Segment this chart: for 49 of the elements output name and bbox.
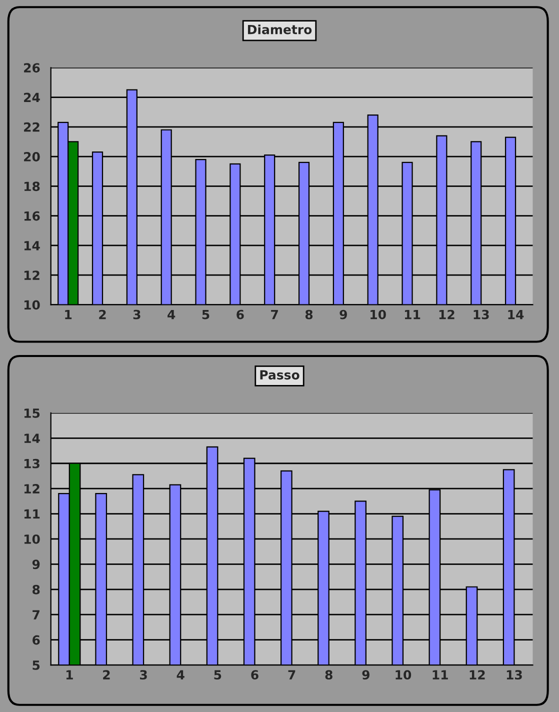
x-tick-label: 14 — [508, 310, 524, 320]
y-tick-label: 14 — [24, 434, 40, 443]
y-tick-label: 22 — [24, 122, 40, 132]
x-tick-label: 3 — [133, 310, 140, 320]
x-tick-label: 1 — [65, 310, 72, 320]
x-tick-label: 1 — [66, 670, 73, 680]
y-tick-label: 10 — [24, 534, 40, 544]
x-tick-label: 11 — [432, 670, 448, 680]
y-tick-label: 7 — [32, 610, 40, 620]
y-tick-label: 15 — [24, 408, 40, 418]
x-tick-label: 6 — [251, 670, 258, 680]
x-tick-label: 2 — [99, 310, 106, 320]
x-tick-label: 4 — [176, 670, 184, 680]
y-tick-label: 9 — [32, 560, 40, 570]
x-tick-label: 9 — [340, 310, 347, 320]
x-tick-label: 5 — [202, 310, 210, 320]
x-tick-label: 10 — [396, 670, 412, 680]
y-tick-label: 18 — [24, 182, 40, 192]
y-tick-label: 10 — [24, 300, 40, 310]
y-tick-label: 14 — [24, 241, 40, 250]
x-tick-label: 11 — [404, 310, 420, 320]
y-tick-label: 6 — [32, 635, 40, 645]
x-tick-label: 3 — [140, 670, 147, 680]
x-tick-label: 5 — [214, 670, 222, 680]
y-tick-label: 20 — [24, 152, 40, 162]
chart-title: Passo — [260, 370, 300, 380]
x-tick-label: 13 — [474, 310, 489, 320]
x-tick-label: 12 — [439, 310, 454, 320]
y-tick-label: 26 — [24, 63, 40, 73]
x-tick-label: 8 — [305, 310, 313, 320]
chart-title: Diametro — [248, 24, 312, 34]
x-tick-label: 7 — [288, 670, 296, 680]
y-tick-label: 8 — [32, 584, 40, 594]
y-tick-label: 13 — [24, 458, 40, 468]
x-tick-label: 10 — [370, 310, 386, 320]
x-tick-label: 2 — [103, 670, 110, 680]
x-tick-label: 8 — [325, 670, 332, 680]
y-tick-label: 12 — [24, 484, 40, 494]
y-tick-label: 11 — [24, 509, 40, 519]
x-tick-label: 13 — [506, 670, 522, 680]
y-tick-label: 5 — [32, 660, 40, 670]
x-tick-label: 4 — [168, 310, 176, 320]
y-tick-label: 12 — [24, 270, 40, 280]
x-tick-label: 12 — [470, 670, 485, 680]
y-tick-label: 24 — [24, 92, 40, 102]
y-tick-label: 16 — [24, 211, 40, 221]
x-tick-label: 9 — [362, 670, 370, 680]
x-tick-label: 7 — [271, 310, 278, 320]
x-tick-label: 6 — [236, 310, 244, 320]
